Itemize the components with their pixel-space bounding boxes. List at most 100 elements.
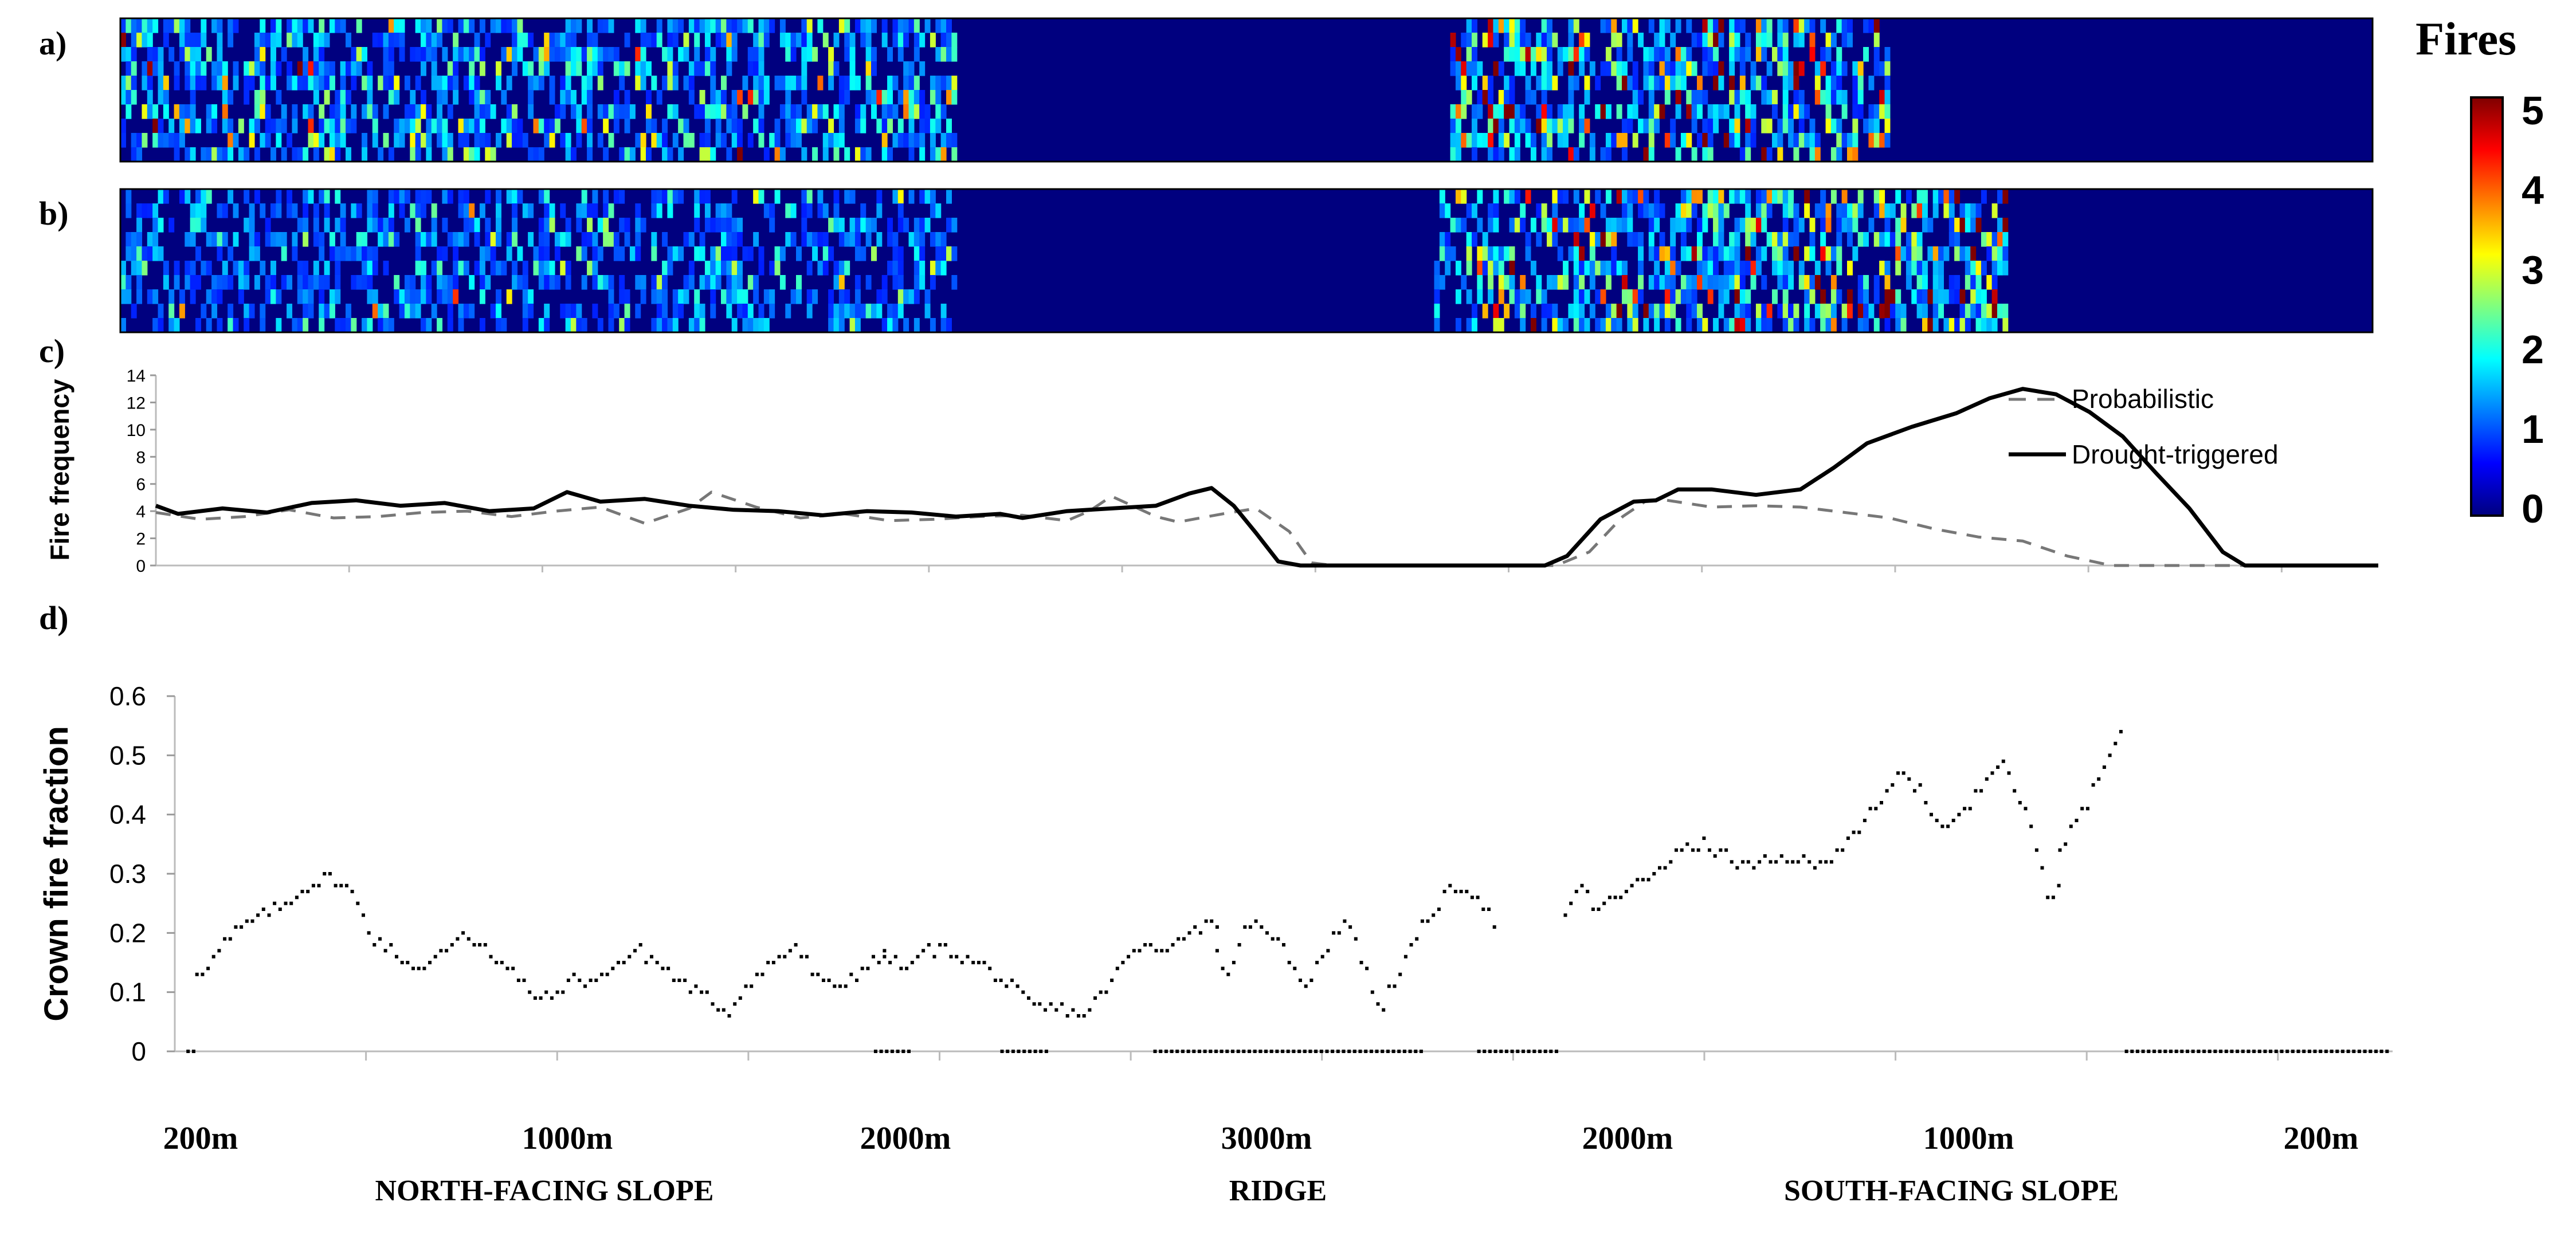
heatmap-cell — [329, 104, 335, 119]
heatmap-cell — [265, 218, 271, 233]
scatter-point — [2057, 883, 2061, 887]
heatmap-cell — [1777, 246, 1783, 261]
heatmap-cell — [260, 47, 266, 62]
heatmap-cell — [1804, 318, 1810, 333]
heatmap-cell — [1627, 76, 1633, 91]
heatmap-cell — [447, 133, 453, 148]
heatmap-cell — [201, 147, 207, 162]
heatmap-cell — [560, 76, 566, 91]
heatmap-cell — [426, 18, 432, 33]
heatmap-cell — [796, 133, 802, 148]
heatmap-cell — [265, 76, 271, 91]
heatmap-cell — [844, 76, 850, 91]
heatmap-cell — [506, 189, 512, 204]
heatmap-cell — [865, 232, 872, 247]
heatmap-cell — [1670, 119, 1676, 133]
heatmap-cell — [662, 232, 668, 247]
heatmap-cell — [120, 261, 126, 276]
heatmap-cell — [1938, 246, 1944, 261]
heatmap-cell — [785, 33, 791, 48]
heatmap-cell — [1873, 33, 1880, 48]
scatter-point — [1264, 1050, 1268, 1053]
heatmap-cell — [1707, 261, 1714, 276]
heatmap-cell — [1707, 246, 1714, 261]
heatmap-cell — [1986, 232, 1993, 247]
heatmap-cell — [190, 33, 196, 48]
heatmap-cell — [876, 119, 883, 133]
heatmap-cell — [865, 275, 872, 290]
heatmap-cell — [1718, 76, 1724, 91]
scatter-point — [2369, 1050, 2373, 1053]
heatmap-cell — [1632, 18, 1638, 33]
heatmap-cell — [806, 304, 813, 319]
heatmap-cell — [1782, 76, 1789, 91]
heatmap-cell — [303, 218, 309, 233]
heatmap-cell — [1477, 289, 1483, 304]
heatmap-cell — [1879, 261, 1885, 276]
heatmap-cell — [1584, 119, 1590, 133]
scatter-point — [683, 979, 687, 982]
heatmap-cell — [667, 61, 673, 76]
heatmap-cell — [672, 246, 679, 261]
heatmap-cell — [854, 246, 861, 261]
heatmap-cell — [136, 18, 143, 33]
heatmap-cell — [951, 47, 958, 62]
heatmap-cell — [1841, 218, 1848, 233]
heatmap-cell — [1739, 47, 1746, 62]
heatmap-cell — [1670, 133, 1676, 148]
heatmap-cell — [1884, 119, 1891, 133]
heatmap-cell — [158, 218, 164, 233]
heatmap-cell — [2002, 189, 2009, 204]
scatter-point — [1115, 967, 1119, 971]
heatmap-cell — [533, 76, 539, 91]
heatmap-cell — [1622, 61, 1628, 76]
heatmap-cell — [1488, 218, 1494, 233]
scatter-point — [1348, 925, 1352, 929]
heatmap-cell — [1627, 189, 1633, 204]
colorbar-title: Fires — [2416, 13, 2516, 65]
scatter-point — [1127, 955, 1131, 959]
heatmap-cell — [287, 304, 293, 319]
heatmap-cell — [613, 61, 620, 76]
scatter-point — [1121, 961, 1125, 964]
heatmap-cell — [1654, 47, 1660, 62]
heatmap-cell — [881, 318, 888, 333]
heatmap-cell — [1991, 203, 1998, 218]
heatmap-cell — [1777, 61, 1783, 76]
heatmap-cell — [383, 261, 389, 276]
scatter-point — [1835, 848, 1839, 852]
heatmap-cell — [1488, 261, 1494, 276]
heatmap-cell — [528, 61, 534, 76]
heatmap-cell — [1852, 61, 1859, 76]
heatmap-cell — [1493, 147, 1499, 162]
scatter-point — [2075, 819, 2079, 822]
heatmap-cell — [1434, 318, 1440, 333]
heatmap-cell — [281, 232, 287, 247]
heatmap-cell — [538, 147, 544, 162]
heatmap-cell — [463, 47, 469, 62]
heatmap-cell — [1557, 246, 1563, 261]
heatmap-cell — [565, 318, 571, 333]
heatmap-cell — [1659, 304, 1665, 319]
heatmap-cell — [351, 76, 357, 91]
heatmap-cell — [1547, 61, 1552, 76]
heatmap-cell — [1777, 133, 1783, 148]
heatmap-cell — [362, 275, 368, 290]
scatter-point — [1065, 1014, 1069, 1018]
heatmap-cell — [1836, 133, 1842, 148]
heatmap-cell — [1782, 61, 1789, 76]
heatmap-cell — [1734, 90, 1740, 105]
heatmap-cell — [1514, 119, 1520, 133]
heatmap-cell — [1729, 33, 1735, 48]
heatmap-cell — [1563, 218, 1569, 233]
panel-label-c: c) — [39, 332, 65, 370]
heatmap-cell — [276, 189, 282, 204]
heatmap-cell — [1702, 18, 1708, 33]
scatter-point — [445, 949, 449, 953]
scatter-point — [1538, 1050, 1542, 1053]
heatmap-cell — [940, 304, 947, 319]
scatter-point — [1032, 1002, 1036, 1006]
heatmap-cell — [415, 104, 421, 119]
heatmap-cell — [1536, 289, 1542, 304]
panel-d-y-label: Crown fire fraction — [38, 726, 75, 1022]
